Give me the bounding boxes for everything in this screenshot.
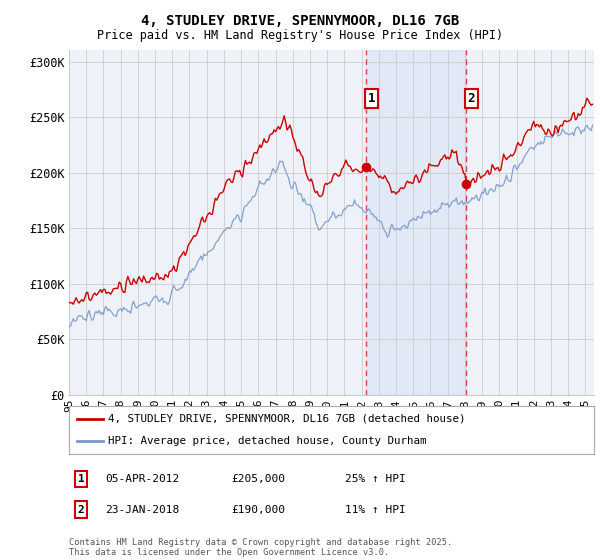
Text: £190,000: £190,000: [231, 505, 285, 515]
Text: Contains HM Land Registry data © Crown copyright and database right 2025.
This d: Contains HM Land Registry data © Crown c…: [69, 538, 452, 557]
Text: 1: 1: [77, 474, 85, 484]
Text: 2: 2: [77, 505, 85, 515]
Text: 1: 1: [368, 92, 375, 105]
Text: 2: 2: [467, 92, 475, 105]
Text: HPI: Average price, detached house, County Durham: HPI: Average price, detached house, Coun…: [109, 436, 427, 446]
Text: £205,000: £205,000: [231, 474, 285, 484]
Text: 4, STUDLEY DRIVE, SPENNYMOOR, DL16 7GB (detached house): 4, STUDLEY DRIVE, SPENNYMOOR, DL16 7GB (…: [109, 414, 466, 424]
Text: 11% ↑ HPI: 11% ↑ HPI: [345, 505, 406, 515]
Text: 05-APR-2012: 05-APR-2012: [105, 474, 179, 484]
Bar: [366, 50, 466, 395]
Text: 4, STUDLEY DRIVE, SPENNYMOOR, DL16 7GB: 4, STUDLEY DRIVE, SPENNYMOOR, DL16 7GB: [141, 14, 459, 28]
Text: 25% ↑ HPI: 25% ↑ HPI: [345, 474, 406, 484]
Text: Price paid vs. HM Land Registry's House Price Index (HPI): Price paid vs. HM Land Registry's House …: [97, 29, 503, 42]
Text: 23-JAN-2018: 23-JAN-2018: [105, 505, 179, 515]
